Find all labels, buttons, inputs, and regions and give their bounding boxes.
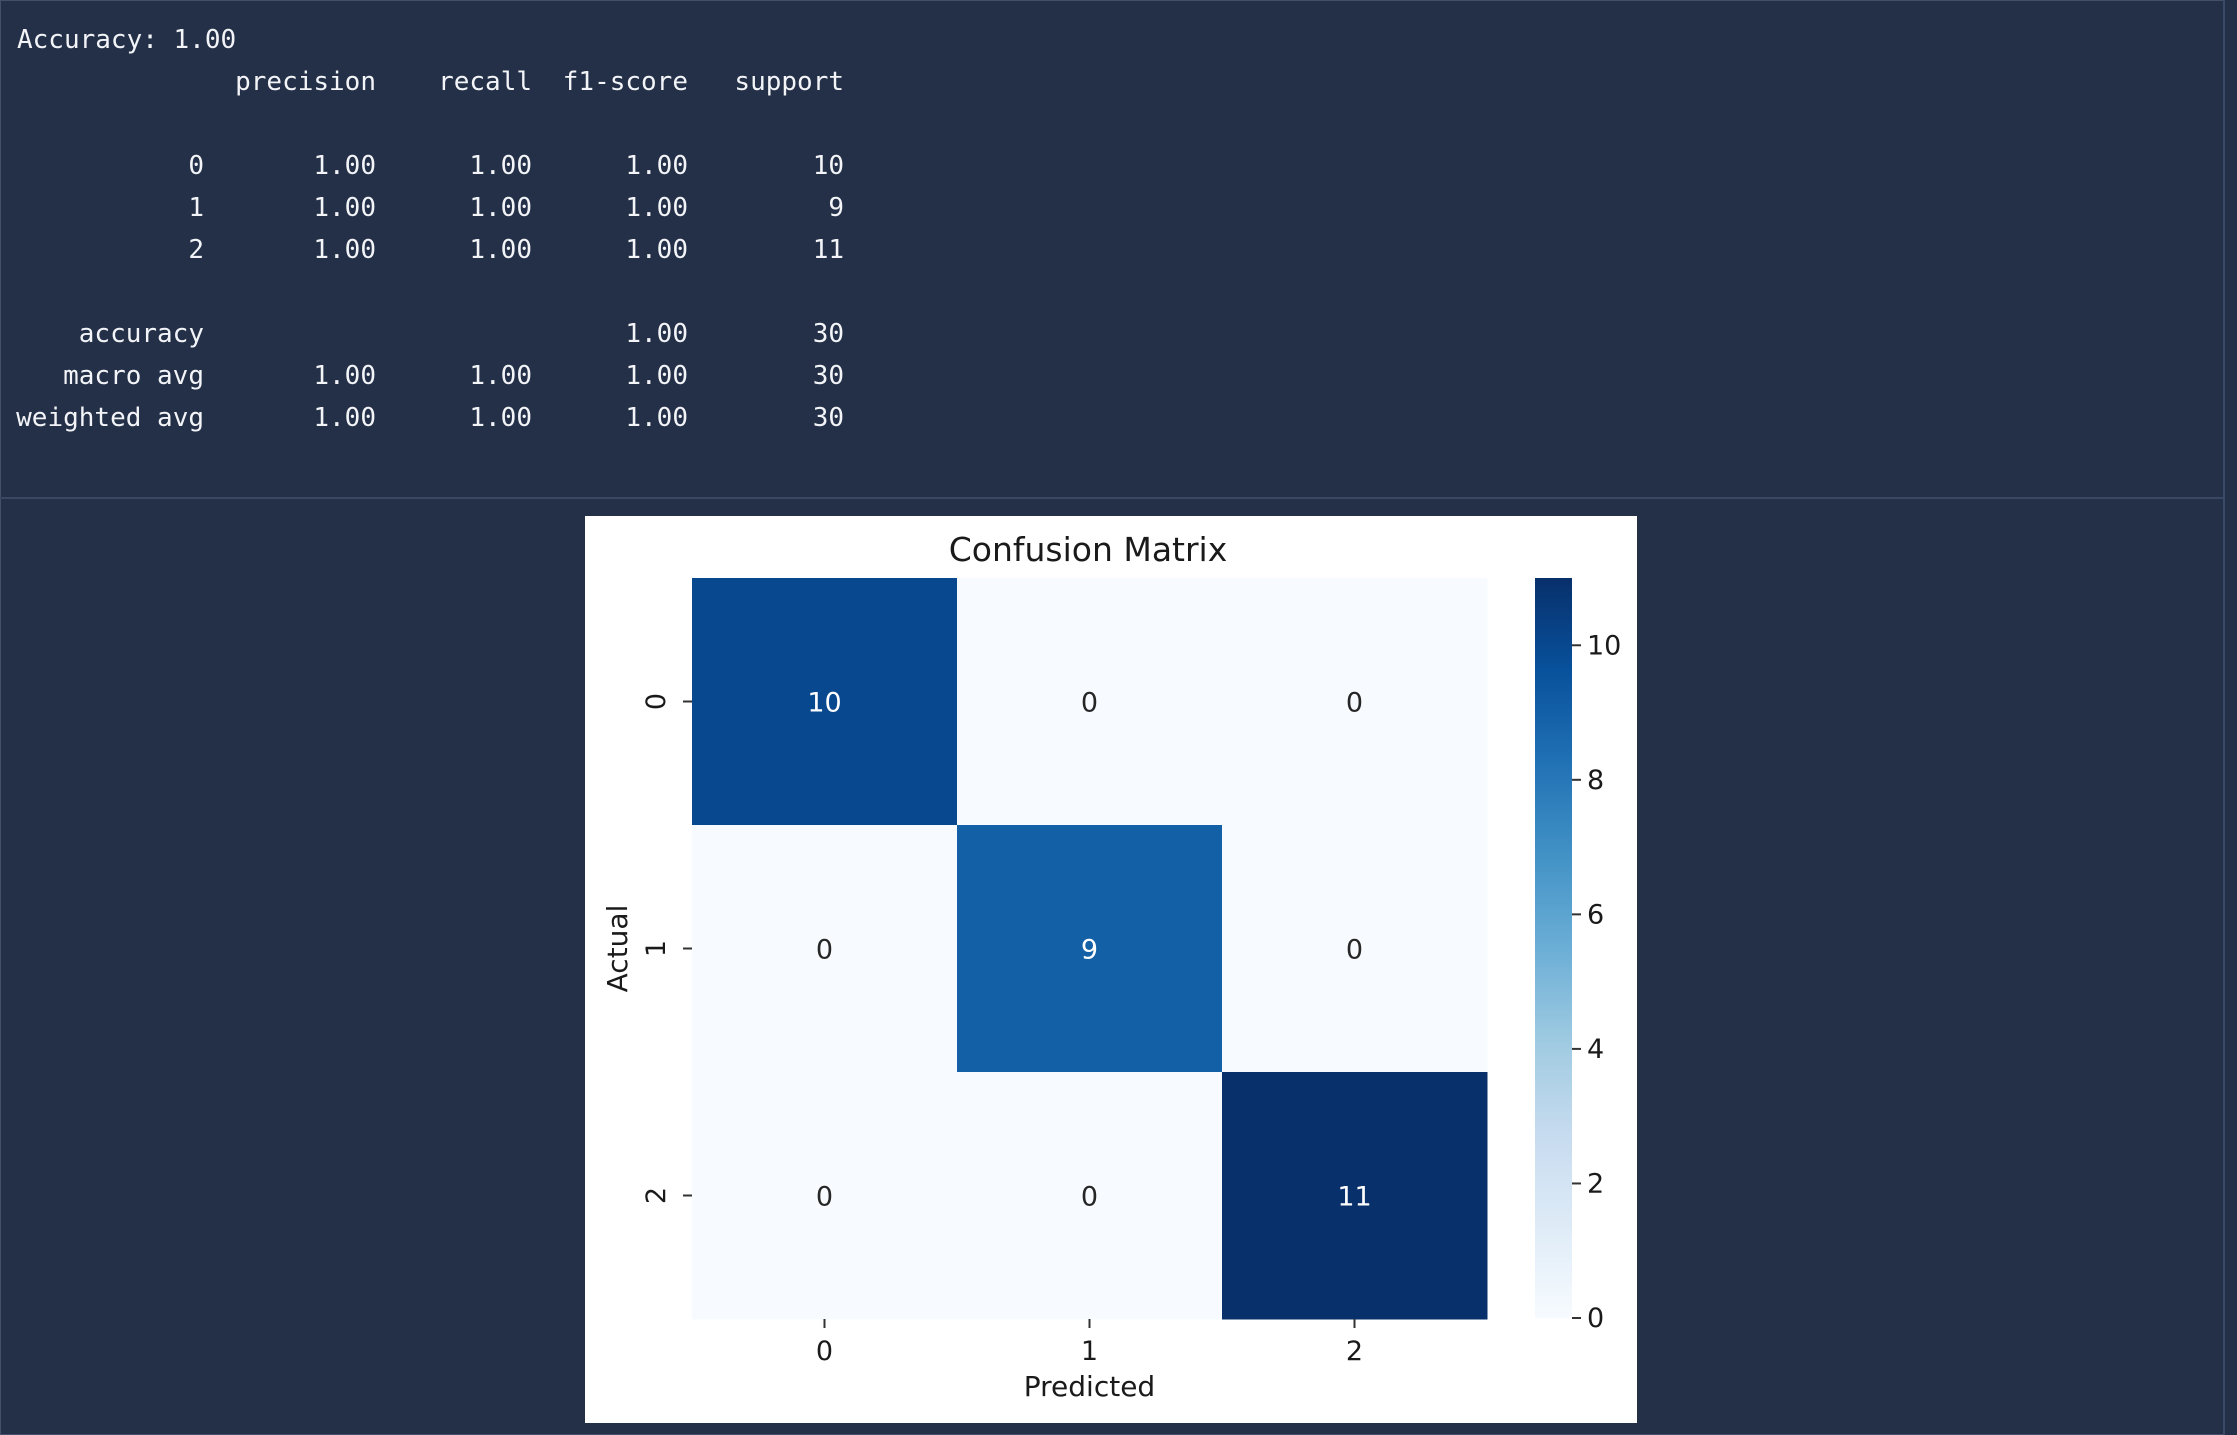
cell-value-label: 0: [1081, 688, 1098, 719]
report-precision-value: 1.00: [313, 235, 376, 265]
cell-value-label: 0: [1346, 935, 1363, 966]
colorbar-tick-label: 4: [1587, 1034, 1604, 1065]
report-f1-score-value: 1.00: [625, 403, 688, 433]
report-row-label: 2: [188, 235, 204, 265]
cell-value-label: 9: [1081, 935, 1098, 966]
y-tick-label: 1: [641, 940, 672, 957]
report-header-support: support: [734, 67, 844, 97]
chart-title: Confusion Matrix: [949, 530, 1228, 569]
report-support-value: 11: [812, 235, 844, 265]
report-precision-value: 1.00: [313, 403, 376, 433]
colorbar: [1535, 578, 1572, 1318]
heatmap-cell: [957, 578, 1223, 826]
heatmap-cell: [1222, 825, 1488, 1073]
colorbar-tick-label: 10: [1587, 630, 1621, 661]
heatmap-cell: [692, 578, 958, 826]
report-support-value: 30: [812, 403, 844, 433]
report-f1-score-value: 1.00: [625, 193, 688, 223]
report-f1-score-value: 1.00: [625, 319, 688, 349]
report-support-value: 10: [812, 151, 844, 181]
colorbar-tick-label: 8: [1587, 765, 1604, 796]
report-header-f1-score: f1-score: [562, 67, 688, 97]
accuracy-line: Accuracy: 1.00: [17, 25, 237, 55]
heatmap-cell: [692, 1072, 958, 1320]
cell-value-label: 0: [1081, 1182, 1098, 1213]
x-tick-label: 1: [1081, 1336, 1098, 1367]
cell-value-label: 0: [816, 935, 833, 966]
cell-value-label: 10: [807, 688, 841, 719]
report-row-label: 1: [188, 193, 204, 223]
x-tick-label: 0: [816, 1336, 833, 1367]
report-support-value: 30: [812, 361, 844, 391]
report-row-label: 0: [188, 151, 204, 181]
cell-value-label: 11: [1337, 1182, 1371, 1213]
heatmap-cell: [957, 1072, 1223, 1320]
report-precision-value: 1.00: [313, 151, 376, 181]
report-row-label: macro avg: [63, 361, 204, 391]
confusion-matrix-chart: Confusion Matrix 10 0 0 0 9 0 0 0 11 0 1 2 0 1 2 Predict…: [601, 530, 1621, 1403]
heatmap-cell: [1222, 1072, 1488, 1320]
report-precision-value: 1.00: [313, 193, 376, 223]
report-recall-value: 1.00: [469, 361, 532, 391]
report-support-value: 9: [828, 193, 844, 223]
x-axis-label: Predicted: [1024, 1370, 1155, 1403]
confusion-matrix-figure: Confusion Matrix 10 0 0 0 9 0 0 0 11 0 1 2 0 1 2 Predict…: [585, 516, 1637, 1423]
report-header-recall: recall: [438, 67, 532, 97]
report-recall-value: 1.00: [469, 403, 532, 433]
colorbar-tick-label: 2: [1587, 1168, 1604, 1199]
report-recall-value: 1.00: [469, 151, 532, 181]
report-header-precision: precision: [235, 67, 376, 97]
cell-value-label: 0: [1346, 688, 1363, 719]
y-axis-label: Actual: [601, 905, 634, 993]
report-support-value: 30: [812, 319, 844, 349]
heatmap-cell: [957, 825, 1223, 1073]
cell-value-label: 0: [816, 1182, 833, 1213]
report-precision-value: 1.00: [313, 361, 376, 391]
report-f1-score-value: 1.00: [625, 235, 688, 265]
y-tick-label: 0: [641, 693, 672, 710]
report-row-label: weighted avg: [16, 403, 204, 433]
report-f1-score-value: 1.00: [625, 361, 688, 391]
report-row-label: accuracy: [78, 319, 204, 349]
x-tick-label: 2: [1346, 1336, 1363, 1367]
colorbar-tick-label: 0: [1587, 1303, 1604, 1334]
heatmap-cell: [1222, 578, 1488, 826]
colorbar-tick-label: 6: [1587, 899, 1604, 930]
console-output-panel: Accuracy: 1.00 precision recall f1-score…: [0, 0, 2223, 499]
heatmap-cell: [692, 825, 958, 1073]
scrollbar-track[interactable]: [2223, 0, 2237, 1435]
report-f1-score-value: 1.00: [625, 151, 688, 181]
report-recall-value: 1.00: [469, 235, 532, 265]
y-tick-label: 2: [641, 1187, 672, 1204]
report-recall-value: 1.00: [469, 193, 532, 223]
